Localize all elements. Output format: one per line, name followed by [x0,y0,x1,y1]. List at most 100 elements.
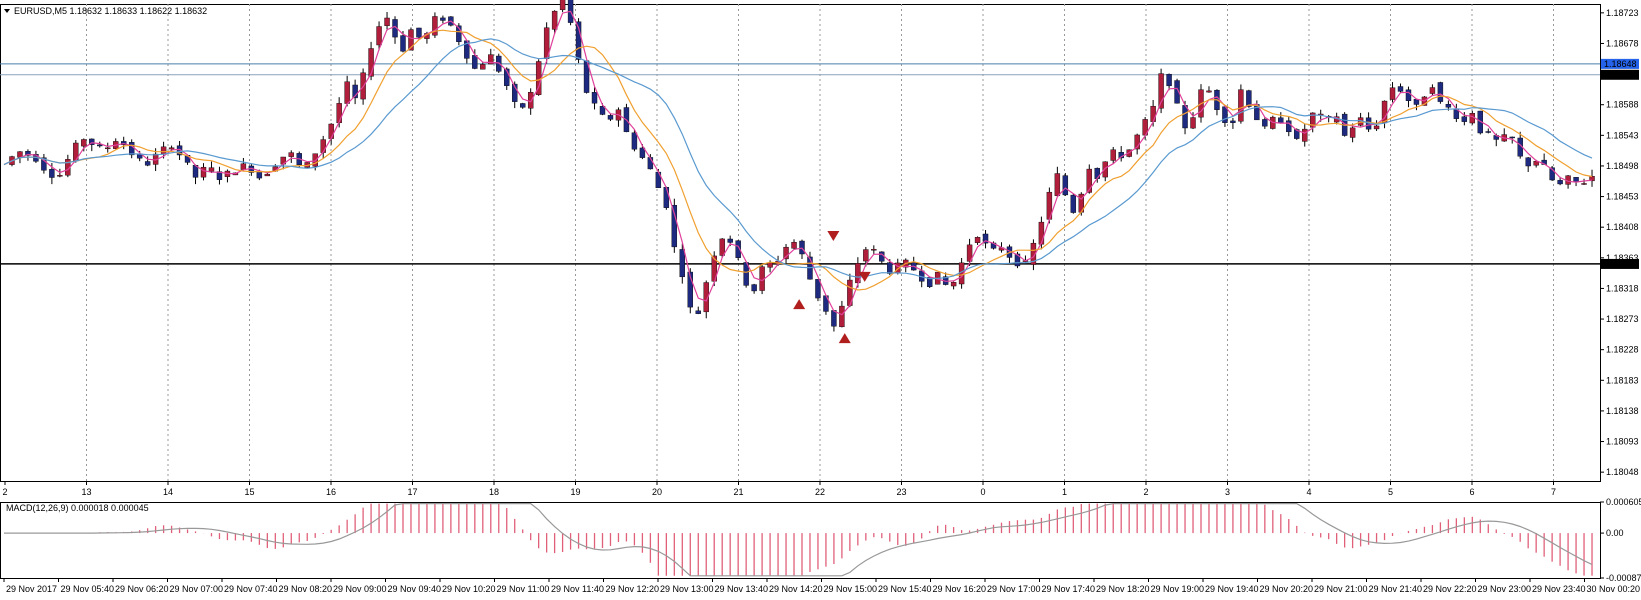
candle-body[interactable] [735,240,741,258]
candle-body[interactable] [1429,87,1436,94]
candle-body[interactable] [607,115,614,120]
candle-body[interactable] [631,132,638,150]
candle-body[interactable] [974,237,981,243]
candle-body[interactable] [25,151,31,156]
candle-body[interactable] [1230,120,1236,123]
price-panel[interactable]: 2 13 14 15 16 17 18 19 20 21 22 23 0 1 2 3 4 5 6 71.187231.… [0,0,1639,497]
candle-body[interactable] [1150,105,1156,122]
candle-body[interactable] [1525,157,1531,167]
candle-body[interactable] [440,17,446,21]
candle-body[interactable] [128,142,135,156]
candle-body[interactable] [488,54,494,65]
candle-body[interactable] [1086,168,1092,193]
candle-body[interactable] [1070,194,1077,213]
candle-body[interactable] [520,103,526,108]
candle-body[interactable] [599,106,606,115]
candle-body[interactable] [1110,149,1116,161]
candle-body[interactable] [751,284,757,292]
candle-body[interactable] [839,305,845,328]
candle-body[interactable] [432,16,438,36]
candle-body[interactable] [1445,104,1452,108]
candle-body[interactable] [89,138,95,146]
candle-body[interactable] [767,262,773,268]
candle-body[interactable] [1286,120,1292,133]
candle-body[interactable] [527,92,534,109]
candle-body[interactable] [1054,173,1061,196]
candle-body[interactable] [1389,87,1396,100]
candle-body[interactable] [352,84,358,99]
candle-body[interactable] [1062,175,1069,196]
candle-body[interactable] [344,81,350,104]
candle-body[interactable] [264,173,271,177]
candle-body[interactable] [1038,221,1045,245]
candle-body[interactable] [695,310,701,314]
candle-body[interactable] [551,10,558,30]
candle-body[interactable] [1014,253,1021,267]
candle-body[interactable] [703,282,709,313]
candle-body[interactable] [1437,82,1444,102]
candle-body[interactable] [950,282,957,287]
candle-body[interactable] [400,35,406,52]
candle-body[interactable] [176,145,183,156]
candle-body[interactable] [687,271,693,308]
candle-body[interactable] [49,169,55,178]
candle-body[interactable] [1549,167,1555,181]
candle-body[interactable] [480,64,486,70]
candle-body[interactable] [1246,90,1252,107]
candle-body[interactable] [57,175,63,177]
candle-body[interactable] [328,123,334,139]
candle-body[interactable] [1581,183,1587,185]
candle-body[interactable] [81,139,87,147]
candle-body[interactable] [41,157,47,171]
candle-body[interactable] [1102,161,1108,178]
candle-body[interactable] [320,139,326,153]
candle-body[interactable] [1206,90,1212,93]
candle-body[interactable] [160,146,167,155]
candle-body[interactable] [1030,242,1037,265]
candle-body[interactable] [679,249,685,278]
candle-body[interactable] [336,103,342,124]
candle-body[interactable] [1485,131,1491,133]
candle-body[interactable] [216,171,223,180]
candle-body[interactable] [1134,134,1140,150]
candle-body[interactable] [416,27,422,38]
candle-body[interactable] [1238,89,1244,122]
candle-body[interactable] [208,167,215,172]
candle-body[interactable] [871,249,877,251]
candle-body[interactable] [368,48,374,77]
candle-body[interactable] [863,249,869,262]
candle-body[interactable] [559,0,566,11]
candle-body[interactable] [456,25,462,42]
candle-body[interactable] [1405,89,1412,101]
candle-body[interactable] [1262,119,1268,127]
candle-body[interactable] [408,29,414,51]
candle-body[interactable] [663,187,670,208]
macd-panel[interactable]: 0.000605 0.00 -0.000874 MACD(12,26,9) 0.000… [0,497,1641,583]
candle-body[interactable] [1349,127,1356,138]
candle-body[interactable] [1397,86,1404,92]
candle-body[interactable] [1302,128,1308,142]
candle-body[interactable] [1166,73,1172,87]
candle-body[interactable] [1182,105,1188,129]
candle-body[interactable] [288,152,294,157]
candle-body[interactable] [671,205,678,248]
candle-body[interactable] [312,153,318,167]
candle-body[interactable] [791,241,797,249]
symbol-dropdown-icon[interactable] [4,9,10,13]
candle-body[interactable] [575,21,582,60]
candle-body[interactable] [1373,125,1380,130]
candle-body[interactable] [1573,177,1579,183]
candle-body[interactable] [1477,110,1484,134]
candle-body[interactable] [1509,136,1515,139]
candle-body[interactable] [1094,167,1100,179]
candle-body[interactable] [591,92,598,104]
candle-body[interactable] [168,147,175,150]
candle-body[interactable] [512,83,518,102]
candle-body[interactable] [472,55,478,69]
candle-body[interactable] [240,163,247,170]
candle-body[interactable] [144,161,151,166]
candle-body[interactable] [727,238,733,243]
candle-body[interactable] [719,238,725,256]
candle-body[interactable] [1190,117,1196,129]
candle-body[interactable] [97,144,103,147]
